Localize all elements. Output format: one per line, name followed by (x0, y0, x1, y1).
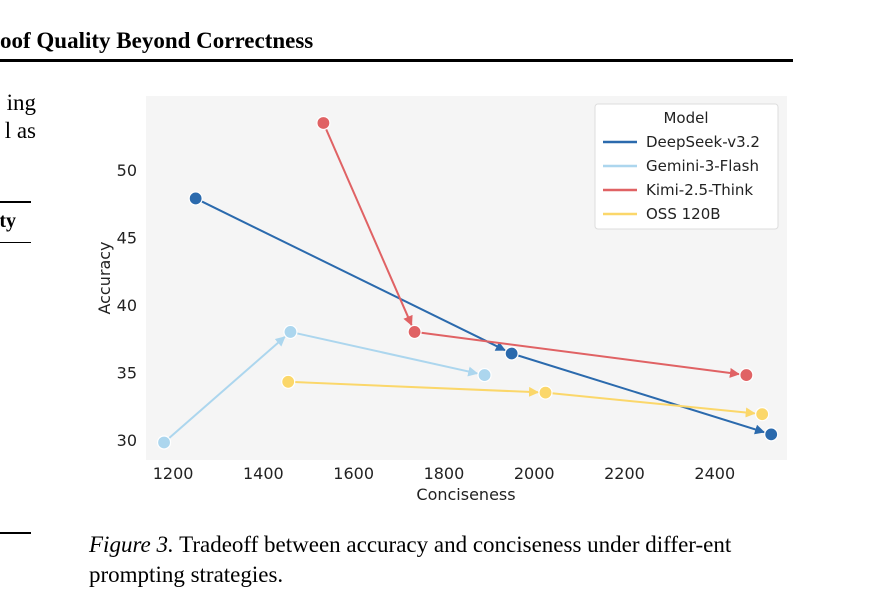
table-header-fragment: ty (0, 210, 16, 232)
figure-label: Figure 3. (89, 532, 174, 557)
column-text-fragment-1: ing (6, 90, 36, 115)
table-rule-bottom (0, 532, 31, 534)
series-kimi-2-5-think (316, 115, 754, 383)
x-axis-label: Conciseness (416, 485, 515, 504)
data-point (156, 435, 172, 450)
data-point (538, 385, 553, 400)
table-rule-top (0, 201, 31, 203)
x-tick-label: 1200 (153, 464, 194, 483)
tradeoff-chart: 1200 1400 1600 1800 2000 2200 2400 30 35 40 45 50 C… (95, 103, 779, 504)
series-segment (290, 330, 479, 377)
x-tick-label: 2400 (694, 464, 735, 483)
data-point (755, 407, 770, 422)
series-oss-120b (281, 374, 770, 422)
legend-box (594, 103, 779, 230)
data-point (281, 374, 296, 389)
data-point (477, 367, 492, 383)
y-tick-label: 30 (117, 431, 137, 450)
series-segment (195, 197, 506, 352)
legend-entry: Gemini-3-Flash (646, 157, 759, 175)
data-point (316, 115, 331, 131)
ticks-layer: 1200 1400 1600 1800 2000 2200 2400 30 35 40 45 50 (117, 161, 735, 483)
y-tick-label: 35 (117, 363, 137, 382)
data-point (283, 324, 298, 340)
caption-text: Tradeoff between accuracy and concisenes… (89, 532, 732, 587)
data-point (504, 346, 519, 361)
table-rule-mid (0, 242, 31, 243)
series-layer (156, 115, 779, 450)
x-tick-label: 2200 (604, 464, 645, 483)
legend: Model DeepSeek-v3.2 Gemini-3-Flash Kimi-2.… (594, 103, 779, 230)
series-segment (322, 122, 413, 326)
column-text-fragment-2: l as (4, 118, 36, 143)
series-segment (163, 336, 286, 444)
series-deepseek-v3-2 (188, 191, 779, 442)
legend-entry: DeepSeek-v3.2 (646, 133, 760, 151)
x-tick-label: 1400 (243, 464, 284, 483)
legend-entry: OSS 120B (646, 205, 721, 223)
section-heading: oof Quality Beyond Correctness (0, 28, 314, 53)
y-tick-label: 45 (117, 229, 137, 248)
legend-entry: Kimi-2.5-Think (646, 181, 753, 199)
data-point (764, 427, 779, 442)
legend-title: Model (663, 109, 708, 127)
data-point (188, 191, 203, 206)
figure-caption: Figure 3. Tradeoff between accuracy and … (89, 530, 804, 590)
x-tick-label: 1600 (333, 464, 374, 483)
x-tick-label: 1800 (424, 464, 465, 483)
x-tick-label: 2000 (514, 464, 555, 483)
series-segment (545, 391, 756, 418)
series-segment (511, 352, 765, 435)
y-tick-label: 40 (117, 296, 137, 315)
series-segment (414, 330, 740, 378)
y-axis-label: Accuracy (95, 241, 114, 314)
heading-rule (0, 59, 793, 62)
series-segment (288, 380, 540, 397)
data-point (739, 367, 754, 383)
y-tick-label: 50 (117, 161, 137, 180)
series-gemini-3-flash (156, 324, 492, 450)
data-point (407, 324, 422, 340)
